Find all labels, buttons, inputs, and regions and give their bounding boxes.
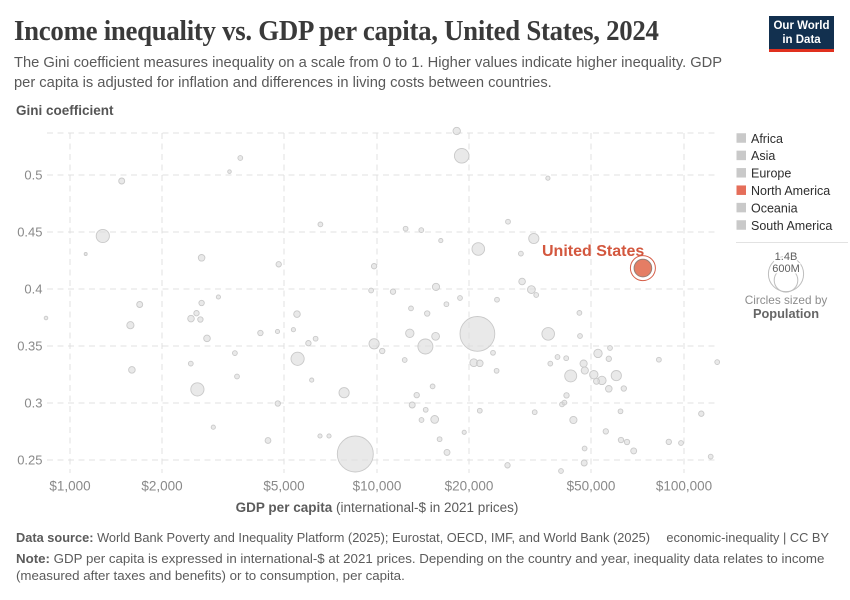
svg-text:$5,000: $5,000 — [263, 479, 304, 494]
svg-text:$2,000: $2,000 — [141, 479, 182, 494]
svg-text:$50,000: $50,000 — [567, 479, 616, 494]
svg-text:0.3: 0.3 — [24, 396, 42, 411]
svg-text:1.4B: 1.4B — [775, 251, 798, 263]
svg-text:0.25: 0.25 — [17, 453, 42, 468]
svg-text:$100,000: $100,000 — [656, 479, 712, 494]
svg-text:South America: South America — [751, 219, 832, 233]
svg-text:0.45: 0.45 — [17, 225, 42, 240]
svg-text:0.4: 0.4 — [24, 282, 42, 297]
svg-text:Asia: Asia — [751, 149, 775, 163]
svg-text:North America: North America — [751, 184, 830, 198]
svg-text:$1,000: $1,000 — [49, 479, 90, 494]
svg-text:Oceania: Oceania — [751, 201, 798, 215]
svg-text:Africa: Africa — [751, 132, 783, 146]
svg-text:$20,000: $20,000 — [445, 479, 494, 494]
svg-text:$10,000: $10,000 — [353, 479, 402, 494]
svg-text:0.5: 0.5 — [24, 168, 42, 183]
svg-text:Europe: Europe — [751, 167, 791, 181]
svg-text:0.35: 0.35 — [17, 339, 42, 354]
svg-text:600M: 600M — [772, 263, 800, 275]
